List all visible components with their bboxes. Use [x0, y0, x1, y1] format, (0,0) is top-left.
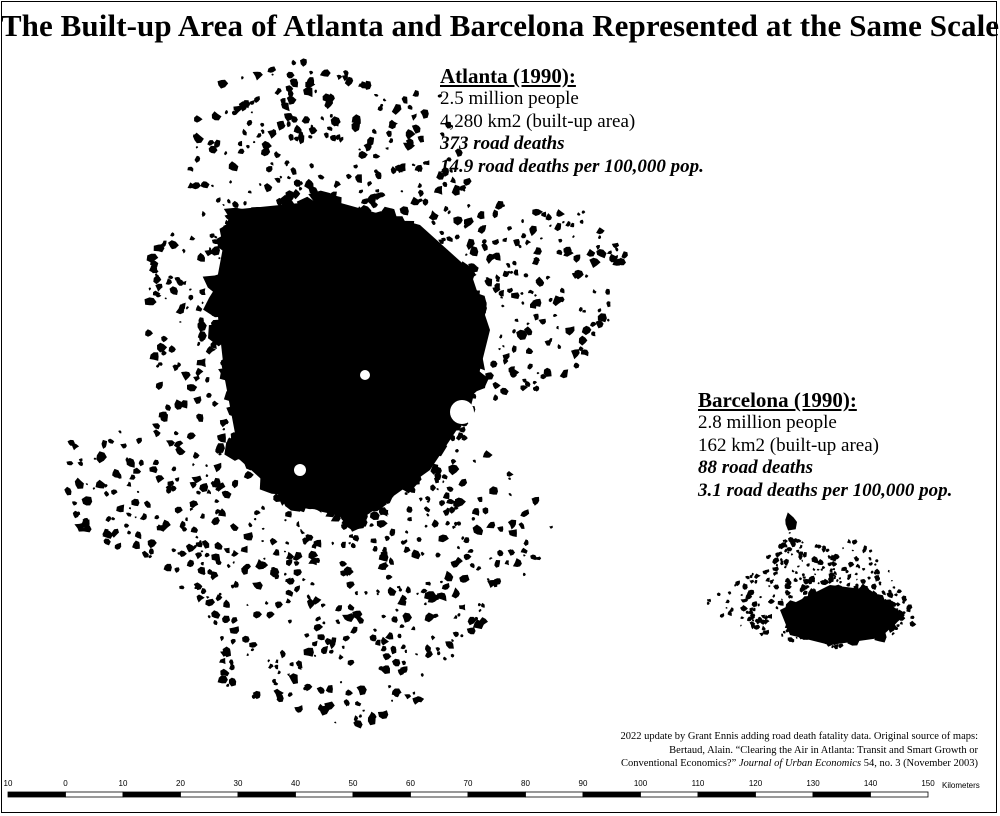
scale-tick-label: 90 [579, 779, 588, 788]
scale-segment [870, 791, 929, 798]
scale-segment [352, 791, 411, 798]
scale-unit-label: Kilometers [942, 781, 980, 790]
scale-tick-label: 10 [119, 779, 128, 788]
scale-tick-label: 50 [349, 779, 358, 788]
scale-tick-label: 30 [234, 779, 243, 788]
scale-segment [640, 791, 699, 798]
scale-tick-label: 60 [406, 779, 415, 788]
scale-tick-label: 20 [176, 779, 185, 788]
scale-tick-label: 110 [692, 779, 705, 788]
scale-tick-label: 40 [291, 779, 300, 788]
scale-segment [295, 791, 354, 798]
map-title: The Built-up Area of Atlanta and Barcelo… [0, 8, 1000, 43]
scale-tick-label: 140 [864, 779, 878, 788]
scale-segment [467, 791, 526, 798]
barcelona-info: Barcelona (1990): 2.8 million people 162… [698, 388, 952, 502]
scale-segment [122, 791, 181, 798]
barcelona-built-up-area [706, 512, 917, 650]
barcelona-death-rate: 3.1 road deaths per 100,000 pop. [698, 479, 953, 501]
barcelona-area: 162 km2 (built-up area) [698, 434, 879, 456]
credit-line-3: Conventional Economics?” Journal of Urba… [558, 757, 978, 771]
atlanta-area: 4,280 km2 (built-up area) [440, 110, 636, 132]
credit-citation-issue: 54, no. 3 (November 2003) [861, 758, 978, 769]
source-credit: 2022 update by Grant Ennis adding road d… [558, 730, 978, 771]
scale-tick-label: 150 [921, 779, 935, 788]
barcelona-heading: Barcelona (1990): [698, 388, 857, 412]
scale-tick-label: 10 [4, 779, 13, 788]
barcelona-road-deaths: 88 road deaths [698, 457, 814, 478]
atlanta-population: 2.5 million people [440, 88, 579, 109]
scale-tick-label: 100 [634, 779, 648, 788]
scale-segment [7, 791, 66, 798]
barcelona-population: 2.8 million people [698, 412, 837, 433]
atlanta-road-deaths: 373 road deaths [440, 133, 565, 154]
scale-bar: 10 0 10 20 30 40 50 60 70 80 90 100 110 120 130 140 150 … [4, 779, 980, 798]
scale-segment [755, 791, 814, 798]
credit-journal: Journal of Urban Economics [738, 758, 862, 769]
scale-segment [65, 791, 124, 798]
scale-segment [812, 791, 871, 798]
credit-citation-title: Conventional Economics?” [621, 758, 739, 769]
credit-line-1: 2022 update by Grant Ennis adding road d… [620, 731, 978, 742]
scale-segment [180, 791, 239, 798]
scale-segment [582, 791, 641, 798]
atlanta-death-rate: 14.9 road deaths per 100,000 pop. [440, 155, 704, 177]
scale-tick-label: 120 [749, 779, 763, 788]
scale-segment [525, 791, 584, 798]
scale-segment [410, 791, 469, 798]
scale-segment [697, 791, 756, 798]
scale-tick-label: 80 [521, 779, 530, 788]
scale-tick-label: 130 [806, 779, 820, 788]
scale-tick-label: 70 [464, 779, 473, 788]
atlanta-info: Atlanta (1990): 2.5 million people 4,280… [440, 64, 704, 178]
scale-tick-label: 0 [63, 779, 68, 788]
map-canvas [64, 58, 917, 729]
scale-segment [237, 791, 296, 798]
atlanta-built-up-area [64, 58, 628, 729]
atlanta-heading: Atlanta (1990): [440, 64, 576, 88]
credit-line-2: Bertaud, Alain. “Clearing the Air in Atl… [669, 744, 978, 756]
